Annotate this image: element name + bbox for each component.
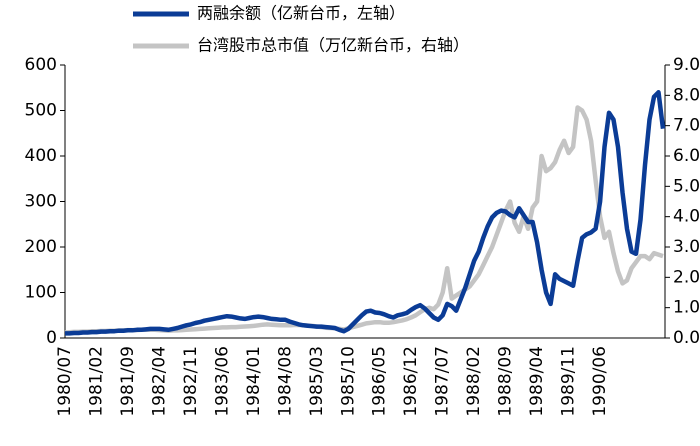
- x-tick-label: 1986/05: [370, 346, 390, 417]
- y-tick-label: 200: [25, 237, 57, 257]
- y-tick-label: 0: [46, 328, 57, 348]
- x-tick-label: 1989/04: [527, 346, 547, 417]
- y2-tick-label: 4.0: [673, 207, 700, 227]
- y2-tick-label: 5.0: [673, 176, 700, 196]
- x-tick-label: 1985/03: [307, 346, 327, 417]
- x-tick-label: 1982/04: [149, 346, 169, 417]
- x-tick-label: 1988/09: [496, 346, 516, 417]
- x-tick-label: 1982/11: [181, 346, 201, 417]
- y2-tick-label: 2.0: [673, 267, 700, 287]
- legend-label: 两融余额（亿新台币，左轴）: [197, 4, 405, 23]
- x-tick-label: 1985/10: [338, 346, 358, 417]
- x-tick-label: 1990/06: [590, 346, 610, 417]
- y-tick-label: 300: [25, 192, 57, 212]
- y2-tick-label: 7.0: [673, 116, 700, 136]
- y-tick-label: 500: [25, 101, 57, 121]
- y-tick-label: 400: [25, 146, 57, 166]
- y2-tick-label: 8.0: [673, 85, 700, 105]
- y2-tick-label: 3.0: [673, 237, 700, 257]
- x-tick-label: 1984/01: [244, 346, 264, 417]
- y2-tick-label: 6.0: [673, 146, 700, 166]
- x-tick-label: 1986/12: [401, 346, 421, 417]
- x-tick-label: 1981/02: [86, 346, 106, 417]
- x-tick-label: 1980/07: [55, 346, 75, 417]
- x-tick-label: 1987/07: [433, 346, 453, 417]
- y-tick-label: 600: [25, 55, 57, 75]
- x-tick-label: 1983/06: [212, 346, 232, 417]
- y-tick-label: 100: [25, 283, 57, 303]
- y2-tick-label: 1.0: [673, 298, 700, 318]
- x-tick-label: 1989/11: [559, 346, 579, 417]
- x-tick-label: 1981/09: [118, 346, 138, 417]
- series-line: [64, 105, 664, 335]
- y2-tick-label: 0.0: [673, 328, 700, 348]
- x-tick-label: 1984/08: [275, 346, 295, 417]
- legend-label: 台湾股市总市值（万亿新台币，右轴）: [197, 36, 469, 55]
- x-tick-label: 1988/02: [464, 346, 484, 417]
- y2-tick-label: 9.0: [673, 55, 700, 75]
- series-line: [65, 90, 666, 336]
